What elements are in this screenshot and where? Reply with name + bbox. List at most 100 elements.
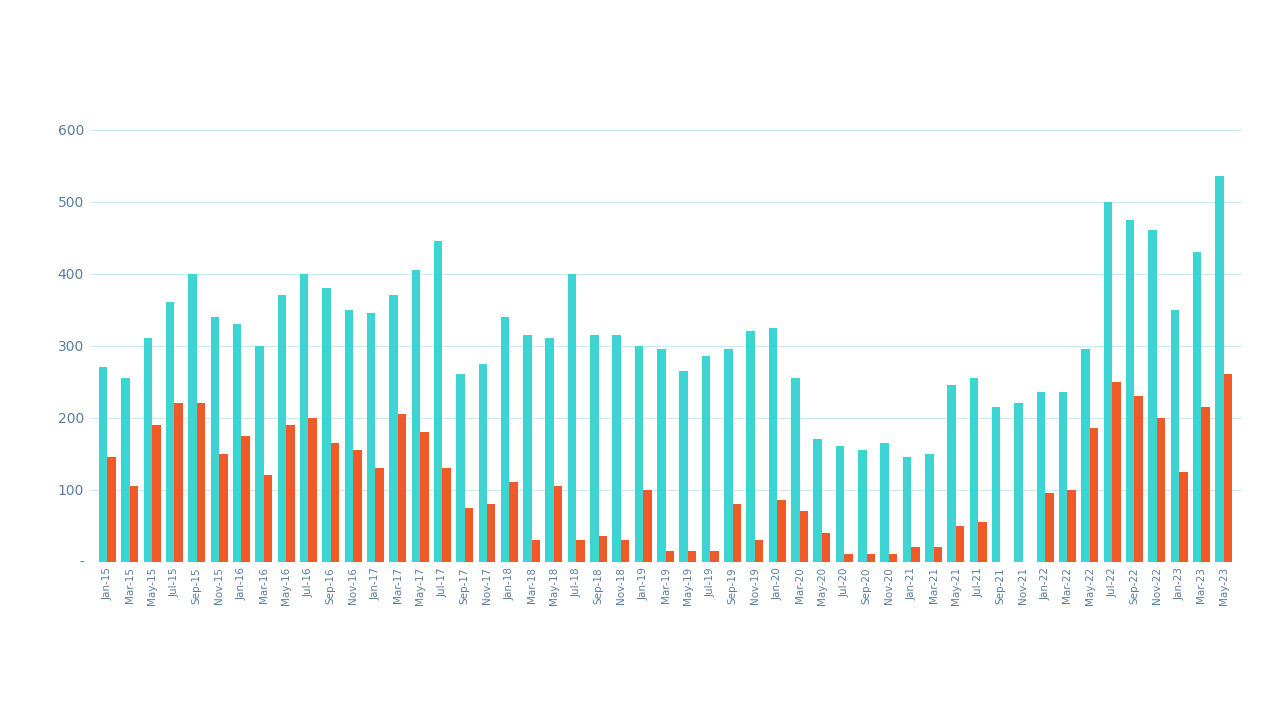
Bar: [1046, 493, 1053, 562]
Bar: [1171, 310, 1179, 562]
Bar: [166, 302, 174, 562]
Bar: [1224, 374, 1233, 562]
Bar: [576, 540, 585, 562]
Bar: [1134, 396, 1143, 562]
Bar: [1082, 349, 1089, 562]
Bar: [353, 450, 361, 562]
Bar: [412, 270, 420, 562]
Bar: [621, 540, 630, 562]
Bar: [992, 407, 1001, 562]
Bar: [300, 274, 308, 562]
Bar: [911, 547, 919, 562]
Bar: [970, 378, 978, 562]
Bar: [599, 536, 607, 562]
Bar: [612, 335, 621, 562]
Bar: [1202, 407, 1210, 562]
Bar: [590, 335, 599, 562]
Bar: [330, 443, 339, 562]
Bar: [389, 295, 398, 562]
Bar: [1193, 252, 1202, 562]
Bar: [635, 346, 644, 562]
Bar: [456, 374, 465, 562]
Bar: [568, 274, 576, 562]
Bar: [509, 482, 518, 562]
Bar: [902, 457, 911, 562]
Bar: [174, 403, 183, 562]
Bar: [1148, 230, 1157, 562]
Bar: [375, 468, 384, 562]
Bar: [152, 425, 160, 562]
Bar: [947, 385, 956, 562]
Bar: [197, 403, 205, 562]
Bar: [367, 313, 375, 562]
Bar: [122, 378, 129, 562]
Bar: [1014, 403, 1023, 562]
Bar: [1179, 472, 1188, 562]
Bar: [822, 533, 831, 562]
Bar: [836, 446, 845, 562]
Bar: [434, 241, 443, 562]
Bar: [680, 371, 687, 562]
Bar: [933, 547, 942, 562]
Bar: [524, 335, 531, 562]
Bar: [264, 475, 273, 562]
Bar: [1215, 176, 1224, 562]
Bar: [278, 295, 285, 562]
Bar: [1126, 220, 1134, 562]
Bar: [99, 367, 108, 562]
Bar: [746, 331, 755, 562]
Bar: [777, 500, 786, 562]
Bar: [323, 288, 330, 562]
Bar: [666, 551, 675, 562]
Bar: [888, 554, 897, 562]
Bar: [545, 338, 554, 562]
Bar: [554, 486, 562, 562]
Bar: [188, 274, 197, 562]
Bar: [443, 468, 451, 562]
Bar: [755, 540, 763, 562]
Bar: [108, 457, 116, 562]
Bar: [858, 450, 867, 562]
Bar: [800, 511, 808, 562]
Bar: [1103, 202, 1112, 562]
Bar: [978, 522, 987, 562]
Bar: [486, 504, 495, 562]
Bar: [1059, 392, 1068, 562]
Bar: [129, 486, 138, 562]
Bar: [143, 338, 152, 562]
Bar: [479, 364, 486, 562]
Bar: [398, 414, 406, 562]
Bar: [344, 310, 353, 562]
Bar: [732, 504, 741, 562]
Bar: [308, 418, 317, 562]
Bar: [724, 349, 732, 562]
Bar: [1157, 418, 1165, 562]
Bar: [1037, 392, 1046, 562]
Bar: [531, 540, 540, 562]
Bar: [881, 443, 888, 562]
Bar: [465, 508, 474, 562]
Bar: [845, 554, 852, 562]
Bar: [867, 554, 876, 562]
Bar: [769, 328, 777, 562]
Bar: [644, 490, 652, 562]
Bar: [710, 551, 719, 562]
Bar: [1068, 490, 1076, 562]
Bar: [420, 432, 429, 562]
Bar: [925, 454, 933, 562]
Bar: [500, 317, 509, 562]
Bar: [242, 436, 250, 562]
Bar: [1112, 382, 1120, 562]
Bar: [687, 551, 696, 562]
Bar: [1089, 428, 1098, 562]
Bar: [255, 346, 264, 562]
Bar: [285, 425, 294, 562]
Bar: [657, 349, 666, 562]
Bar: [956, 526, 964, 562]
Bar: [233, 324, 242, 562]
Bar: [791, 378, 800, 562]
Bar: [211, 317, 219, 562]
Bar: [813, 439, 822, 562]
Bar: [219, 454, 228, 562]
Bar: [701, 356, 710, 562]
